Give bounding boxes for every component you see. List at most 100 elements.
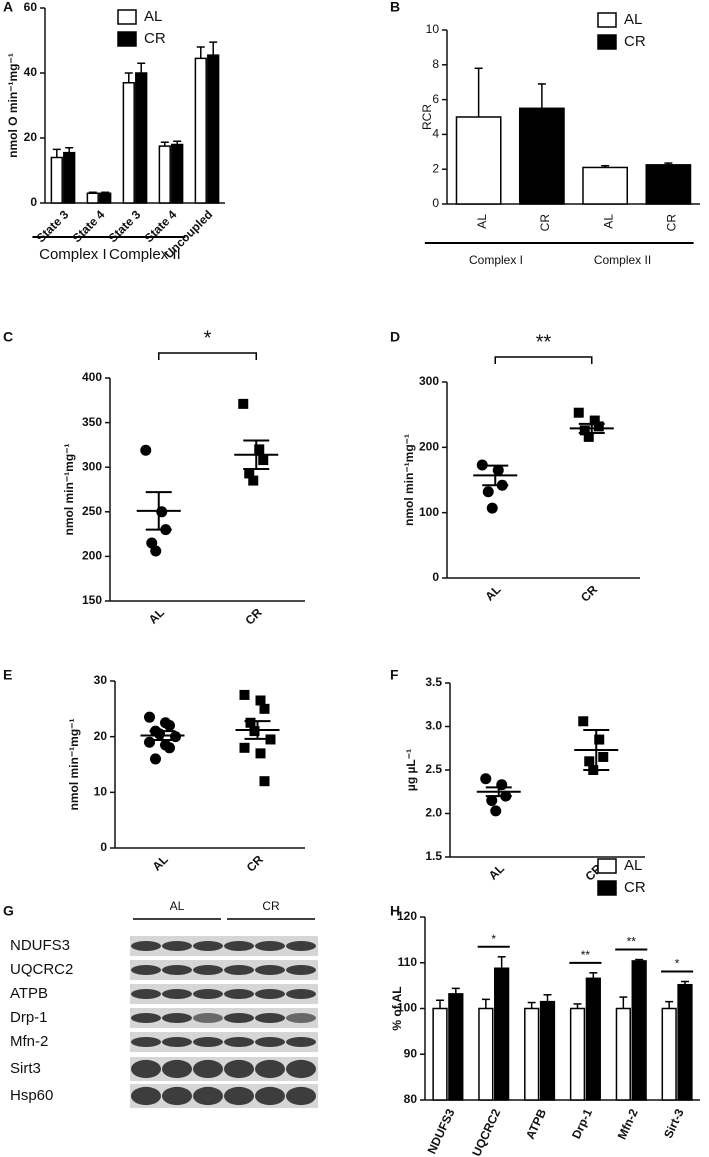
point — [238, 398, 249, 409]
point — [140, 444, 152, 456]
y-tick-label: 0 — [432, 196, 439, 210]
bar — [631, 960, 647, 1101]
bar — [455, 116, 502, 205]
blot-band — [131, 1037, 161, 1047]
legend-swatch — [117, 31, 137, 47]
x-tick-label: Mfn-2 — [615, 1106, 641, 1141]
y-tick-label: 1.5 — [425, 849, 442, 863]
blot-band — [255, 965, 285, 975]
blot-band — [255, 1086, 285, 1106]
significance-label: * — [491, 932, 496, 946]
point — [584, 756, 595, 767]
y-axis-label: nmol min⁻¹mg⁻¹ — [67, 719, 81, 811]
protein-label: UQCRC2 — [10, 961, 73, 978]
point — [255, 695, 266, 706]
blot-band — [255, 989, 285, 999]
x-tick-label: CR — [242, 605, 264, 627]
point — [164, 720, 175, 732]
x-tick-label: AL — [150, 852, 171, 873]
legend-label: CR — [624, 33, 646, 50]
point — [578, 716, 589, 727]
point — [150, 753, 161, 765]
y-tick-label: 10 — [94, 785, 108, 799]
point — [164, 742, 175, 754]
x-tick-label: State 4 — [70, 207, 108, 245]
blot-band — [224, 989, 254, 999]
y-tick-label: 300 — [82, 459, 102, 473]
point — [259, 703, 270, 714]
protein-label: Drp-1 — [10, 1009, 48, 1026]
blot-band — [131, 989, 161, 999]
y-tick-label: 40 — [24, 65, 38, 79]
y-tick-label: 350 — [82, 415, 102, 429]
bar — [478, 1007, 494, 1101]
y-axis-label: µg µL⁻¹ — [404, 749, 418, 791]
bar — [86, 192, 99, 204]
blot-band — [162, 1059, 192, 1079]
bar — [615, 1007, 631, 1101]
x-tick-label: CR — [665, 214, 679, 232]
y-axis-label: nmol O min⁻¹mg⁻¹ — [6, 53, 20, 158]
blot-band — [162, 1086, 192, 1106]
blot-band — [255, 1013, 285, 1023]
blot-band — [286, 1013, 316, 1023]
blot-band — [131, 1086, 161, 1106]
legend-swatch — [597, 34, 617, 50]
y-axis-label: nmol min⁻¹mg⁻¹ — [62, 444, 76, 536]
group-label: Complex II — [109, 246, 181, 263]
blot-band — [286, 941, 316, 951]
blot-band — [224, 965, 254, 975]
point — [144, 711, 155, 723]
blot-band — [255, 1059, 285, 1079]
x-tick-label: ATPB — [523, 1106, 549, 1141]
protein-label: Sirt3 — [10, 1060, 41, 1077]
y-tick-label: 2.5 — [425, 762, 442, 776]
panel-letter: F — [390, 667, 399, 683]
point — [244, 468, 255, 479]
significance-bracket — [158, 352, 257, 360]
y-tick-label: 0 — [30, 195, 37, 209]
x-tick-label: State 3 — [34, 207, 72, 245]
y-axis-label: RCR — [420, 104, 434, 130]
y-tick-label: 250 — [82, 504, 102, 518]
y-tick-label: 80 — [404, 1092, 418, 1106]
point — [245, 717, 256, 728]
blot-band — [162, 965, 192, 975]
panel-letter: H — [390, 903, 400, 919]
blot-band — [255, 941, 285, 951]
point — [248, 475, 259, 486]
legend-label: CR — [144, 30, 166, 47]
blot-band — [224, 1086, 254, 1106]
significance-label: * — [675, 957, 680, 971]
x-tick-label: CR — [578, 582, 600, 604]
legend-label: AL — [624, 857, 642, 874]
y-tick-label: 110 — [398, 955, 418, 969]
y-tick-label: 2.0 — [425, 806, 442, 820]
blot-band — [224, 1059, 254, 1079]
legend-label: CR — [624, 879, 646, 896]
x-tick-label: Drp-1 — [569, 1106, 595, 1141]
point — [589, 415, 600, 426]
blot-band — [255, 1037, 285, 1047]
bar — [194, 57, 207, 204]
y-tick-label: 20 — [24, 130, 38, 144]
significance-label: ** — [627, 935, 637, 949]
y-tick-label: 20 — [94, 729, 108, 743]
bar — [661, 1007, 677, 1101]
bar — [645, 164, 692, 205]
protein-label: ATPB — [10, 985, 48, 1002]
legend-label: AL — [624, 11, 642, 28]
x-tick-label: CR — [538, 214, 552, 232]
point — [598, 751, 609, 762]
panel-letter: G — [3, 903, 14, 919]
blot-band — [131, 1013, 161, 1023]
y-tick-label: 3.5 — [425, 675, 442, 689]
y-tick-label: 8 — [432, 57, 439, 71]
protein-label: Hsp60 — [10, 1087, 53, 1104]
y-tick-label: 120 — [397, 909, 417, 923]
blot-band — [131, 941, 161, 951]
blot-band — [193, 941, 223, 951]
y-tick-label: 400 — [82, 370, 102, 384]
x-tick-label: CR — [244, 852, 266, 874]
